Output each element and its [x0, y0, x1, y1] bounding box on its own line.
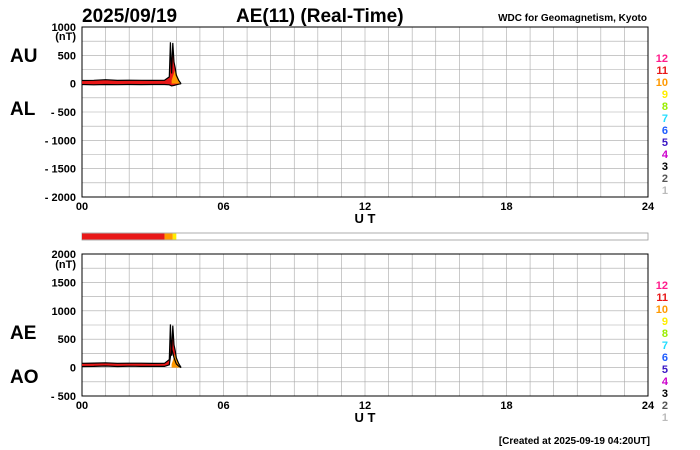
- y-tick-label: 2000: [52, 249, 76, 261]
- x-tick-label: 06: [217, 400, 229, 412]
- status-bar-segment: [172, 233, 177, 240]
- x-tick-label: 06: [217, 201, 229, 213]
- x-tick-label: 24: [642, 400, 655, 412]
- level-label: 9: [662, 316, 668, 328]
- level-label: 12: [656, 53, 668, 65]
- level-label: 10: [656, 304, 668, 316]
- plot-date: 2025/09/19: [82, 6, 177, 27]
- level-label: 8: [662, 328, 668, 340]
- x-axis-label: U T: [355, 211, 376, 226]
- y-tick-label: 1500: [52, 277, 76, 289]
- level-label: 8: [662, 101, 668, 113]
- y-tick-label: 0: [70, 363, 76, 375]
- level-label: 5: [662, 137, 668, 149]
- plot-frame: [81, 26, 649, 198]
- level-label: 11: [656, 292, 668, 304]
- status-bar-segment: [164, 233, 173, 240]
- y-tick-label: - 2000: [45, 192, 76, 204]
- status-bar-segment: [82, 233, 165, 240]
- y-tick-label: 1000: [52, 22, 76, 34]
- x-tick-label: 00: [76, 400, 88, 412]
- index-label-al: AL: [10, 99, 36, 120]
- y-tick-label: - 500: [51, 107, 76, 119]
- level-label: 1: [662, 412, 668, 424]
- level-label: 6: [662, 352, 668, 364]
- data-source: WDC for Geomagnetism, Kyoto: [498, 13, 647, 24]
- x-tick-label: 24: [642, 201, 655, 213]
- x-tick-label: 12: [359, 201, 371, 213]
- unit-label: (nT): [55, 259, 76, 271]
- x-tick-label: 18: [500, 201, 512, 213]
- plot-title: AE(11) (Real-Time): [236, 6, 404, 27]
- y-tick-label: 500: [58, 334, 76, 346]
- index-label-au: AU: [10, 46, 37, 67]
- y-tick-label: - 1000: [45, 135, 76, 147]
- level-label: 2: [662, 173, 668, 185]
- level-label: 6: [662, 125, 668, 137]
- level-label: 1: [662, 185, 668, 197]
- series-line-al: [81, 83, 182, 87]
- level-label: 11: [656, 65, 668, 77]
- series-line-ae: [81, 324, 182, 368]
- y-tick-label: 0: [70, 79, 76, 91]
- y-tick-label: 500: [58, 50, 76, 62]
- y-tick-label: - 1500: [45, 164, 76, 176]
- level-label: 3: [662, 388, 668, 400]
- level-label: 2: [662, 400, 668, 412]
- level-label: 12: [656, 280, 668, 292]
- x-tick-label: 12: [359, 400, 371, 412]
- series-fill-area: [82, 42, 182, 86]
- y-tick-label: - 500: [51, 391, 76, 403]
- level-label: 10: [656, 77, 668, 89]
- index-label-ae: AE: [10, 323, 36, 344]
- index-label-ao: AO: [10, 367, 39, 388]
- series-fill-area: [82, 324, 182, 368]
- series-line-ao: [81, 348, 182, 369]
- level-label: 9: [662, 89, 668, 101]
- series-line-au: [81, 42, 182, 85]
- x-tick-label: 00: [76, 201, 88, 213]
- x-axis-label: U T: [355, 410, 376, 425]
- status-bar: [81, 232, 649, 241]
- level-label: 3: [662, 161, 668, 173]
- plot-frame: [81, 253, 649, 397]
- level-label: 4: [662, 376, 669, 388]
- created-timestamp: [Created at 2025-09-19 04:20UT]: [499, 436, 650, 447]
- y-tick-label: 1000: [52, 306, 76, 318]
- unit-label: (nT): [55, 31, 76, 43]
- level-label: 4: [662, 149, 669, 161]
- x-tick-label: 18: [500, 400, 512, 412]
- level-label: 5: [662, 364, 668, 376]
- level-label: 7: [662, 113, 668, 125]
- level-label: 7: [662, 340, 668, 352]
